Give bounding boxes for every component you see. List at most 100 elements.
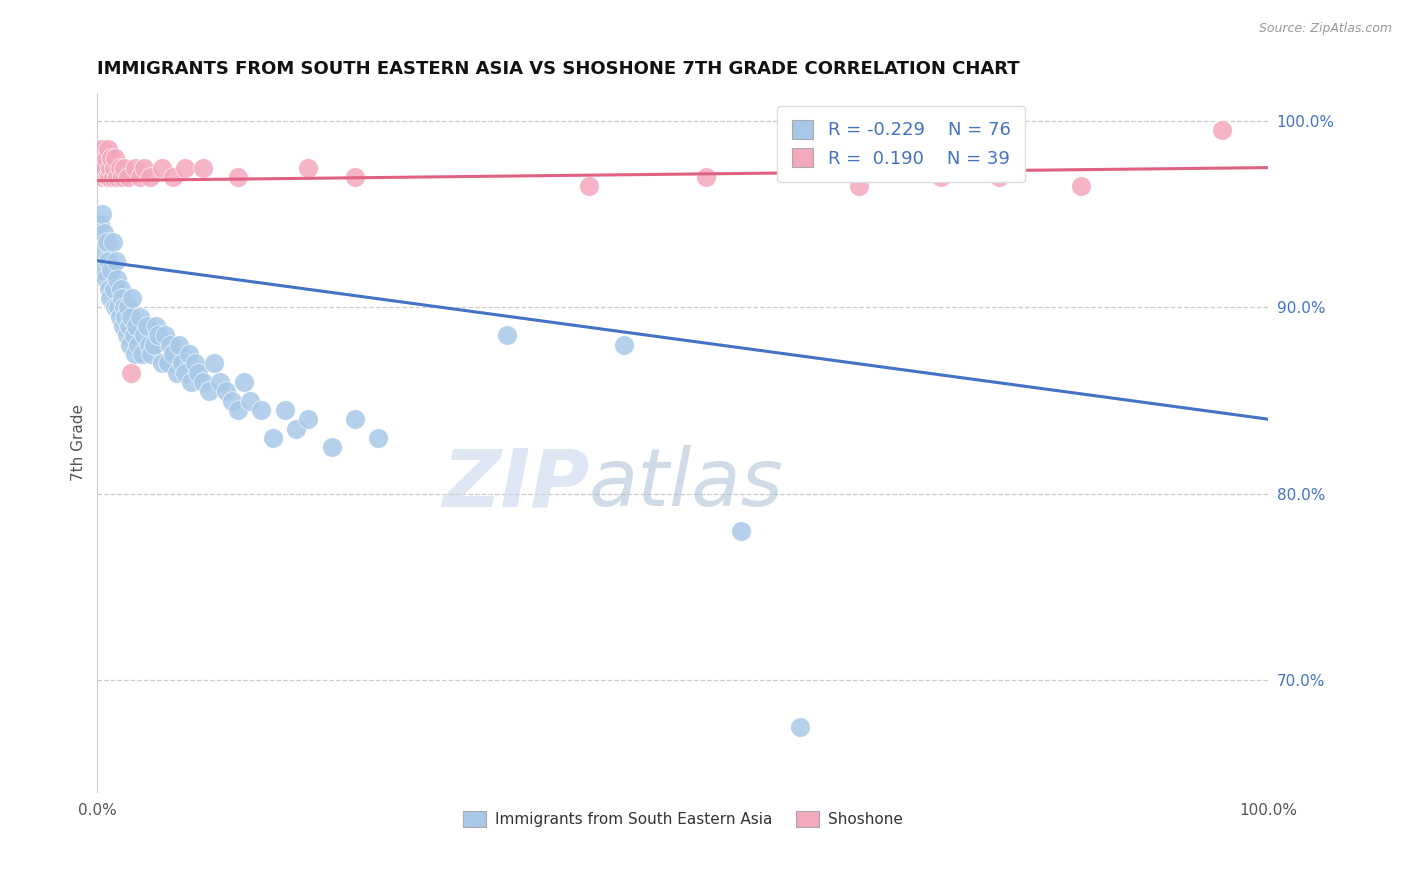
Point — [112, 318, 135, 333]
Point — [120, 366, 142, 380]
Point — [104, 151, 127, 165]
Point — [232, 375, 254, 389]
Point — [145, 318, 167, 333]
Point — [134, 161, 156, 175]
Point — [131, 347, 153, 361]
Point — [141, 347, 163, 361]
Point — [155, 328, 177, 343]
Point — [250, 403, 273, 417]
Point — [988, 169, 1011, 184]
Point — [98, 169, 121, 184]
Point — [297, 161, 319, 175]
Y-axis label: 7th Grade: 7th Grade — [72, 404, 86, 481]
Point — [91, 169, 114, 184]
Point — [94, 151, 117, 165]
Text: Source: ZipAtlas.com: Source: ZipAtlas.com — [1258, 22, 1392, 36]
Point — [112, 161, 135, 175]
Point — [343, 169, 366, 184]
Point — [108, 161, 131, 175]
Point — [613, 337, 636, 351]
Point — [91, 207, 114, 221]
Point — [96, 235, 118, 249]
Point — [496, 328, 519, 343]
Point — [191, 375, 214, 389]
Point — [117, 301, 139, 315]
Point — [183, 356, 205, 370]
Point — [105, 253, 128, 268]
Point — [209, 375, 232, 389]
Point — [695, 169, 717, 184]
Point — [124, 347, 146, 361]
Point — [187, 366, 209, 380]
Point — [120, 337, 142, 351]
Point — [122, 328, 145, 343]
Point — [98, 291, 121, 305]
Point — [274, 403, 297, 417]
Point — [98, 161, 121, 175]
Text: IMMIGRANTS FROM SOUTH EASTERN ASIA VS SHOSHONE 7TH GRADE CORRELATION CHART: IMMIGRANTS FROM SOUTH EASTERN ASIA VS SH… — [97, 60, 1019, 78]
Point — [1070, 179, 1092, 194]
Point — [226, 169, 249, 184]
Point — [97, 253, 120, 268]
Point — [89, 217, 111, 231]
Point — [239, 393, 262, 408]
Point — [204, 356, 226, 370]
Point — [93, 161, 115, 175]
Point — [105, 169, 128, 184]
Point — [321, 440, 343, 454]
Point — [91, 142, 114, 156]
Point — [117, 169, 139, 184]
Point — [1211, 123, 1233, 137]
Point — [103, 161, 125, 175]
Point — [170, 356, 193, 370]
Point — [180, 375, 202, 389]
Point — [134, 328, 156, 343]
Point — [166, 366, 188, 380]
Point — [150, 356, 173, 370]
Point — [142, 337, 165, 351]
Point — [108, 310, 131, 324]
Point — [138, 337, 160, 351]
Point — [262, 431, 284, 445]
Point — [135, 318, 157, 333]
Legend: Immigrants from South Eastern Asia, Shoshone: Immigrants from South Eastern Asia, Shos… — [457, 805, 908, 833]
Point — [107, 301, 129, 315]
Point — [929, 169, 952, 184]
Point — [177, 347, 200, 361]
Point — [162, 347, 184, 361]
Point — [104, 301, 127, 315]
Point — [111, 169, 134, 184]
Point — [101, 169, 124, 184]
Point — [128, 310, 150, 324]
Point — [139, 169, 162, 184]
Text: atlas: atlas — [589, 445, 785, 524]
Point — [578, 179, 600, 194]
Point — [156, 356, 179, 370]
Point — [100, 151, 122, 165]
Point — [124, 161, 146, 175]
Point — [191, 161, 214, 175]
Point — [150, 161, 173, 175]
Point — [789, 720, 811, 734]
Point — [174, 161, 197, 175]
Point — [730, 524, 752, 538]
Point — [343, 412, 366, 426]
Point — [101, 235, 124, 249]
Point — [215, 384, 238, 399]
Point — [128, 169, 150, 184]
Point — [848, 179, 870, 194]
Point — [148, 328, 170, 343]
Point — [111, 291, 134, 305]
Point — [97, 142, 120, 156]
Point — [89, 161, 111, 175]
Point — [115, 328, 138, 343]
Point — [105, 272, 128, 286]
Point — [226, 403, 249, 417]
Point — [285, 421, 308, 435]
Point — [98, 282, 121, 296]
Point — [127, 337, 149, 351]
Point — [90, 151, 112, 165]
Point — [169, 337, 191, 351]
Point — [91, 263, 114, 277]
Point — [90, 244, 112, 259]
